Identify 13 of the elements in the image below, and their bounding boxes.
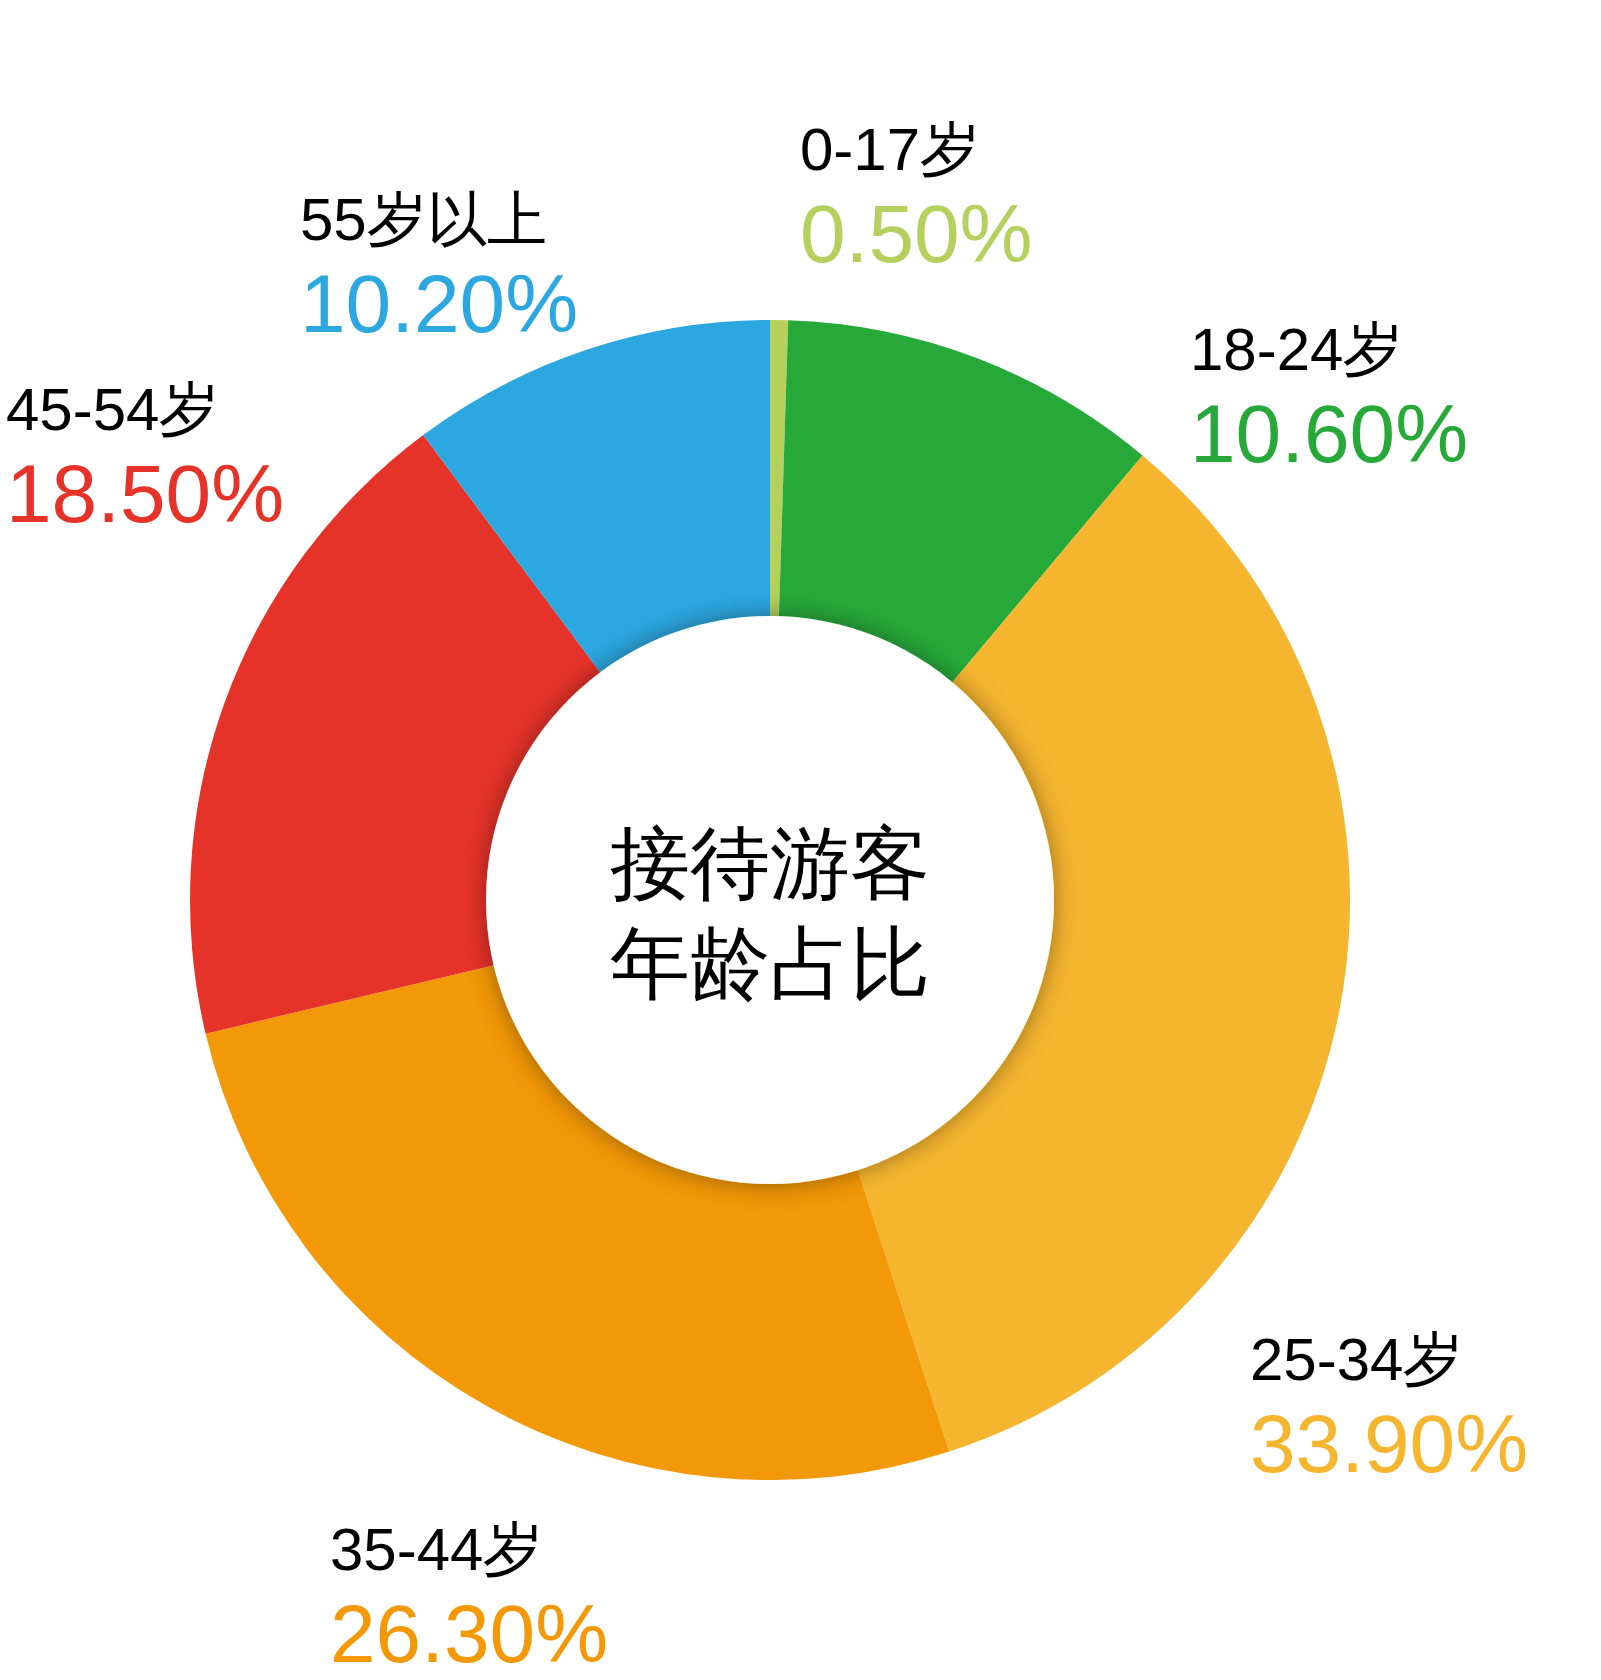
slice-label: 0-17岁 [800,116,981,183]
data-label: 33.90% [1250,1398,1529,1489]
data-label: 18.50% [6,448,285,539]
data-label: 0.50% [800,188,1033,279]
slice-label: 35-44岁 [330,1516,544,1583]
data-label: 26.30% [330,1588,609,1679]
text: 接待游客年龄占比 [610,819,930,1008]
data-label: 10.60% [1190,388,1469,479]
slice-label: 18-24岁 [1190,316,1404,383]
slice-label: 45-54岁 [6,376,220,443]
data-label: 10.20% [300,258,579,349]
slice-label: 55岁以上 [300,186,547,253]
slice-label: 25-34岁 [1250,1326,1464,1393]
